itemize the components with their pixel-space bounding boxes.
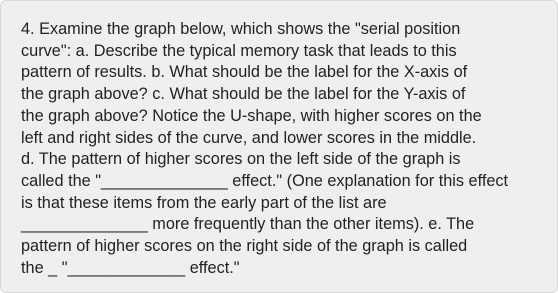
text-line: ______________ more frequently than the … xyxy=(21,215,475,234)
text-line: curve": a. Describe the typical memory t… xyxy=(21,41,457,60)
text-line: pattern of higher scores on the right si… xyxy=(21,237,468,256)
text-line: the graph above? Notice the U-shape, wit… xyxy=(21,106,482,125)
text-line: 4. Examine the graph below, which shows … xyxy=(21,20,461,38)
text-line: pattern of results. b. What should be th… xyxy=(21,63,468,82)
text-line: called the "______________ effect." (One… xyxy=(21,171,509,190)
text-line: the _ "_____________ effect." xyxy=(21,258,240,277)
text-line: the graph above? c. What should be the l… xyxy=(21,85,466,104)
text-line: left and right sides of the curve, and l… xyxy=(21,128,477,147)
question-text: 4. Examine the graph below, which shows … xyxy=(21,19,551,279)
text-line: is that these items from the early part … xyxy=(21,193,387,212)
text-line: d. The pattern of higher scores on the l… xyxy=(21,150,461,169)
